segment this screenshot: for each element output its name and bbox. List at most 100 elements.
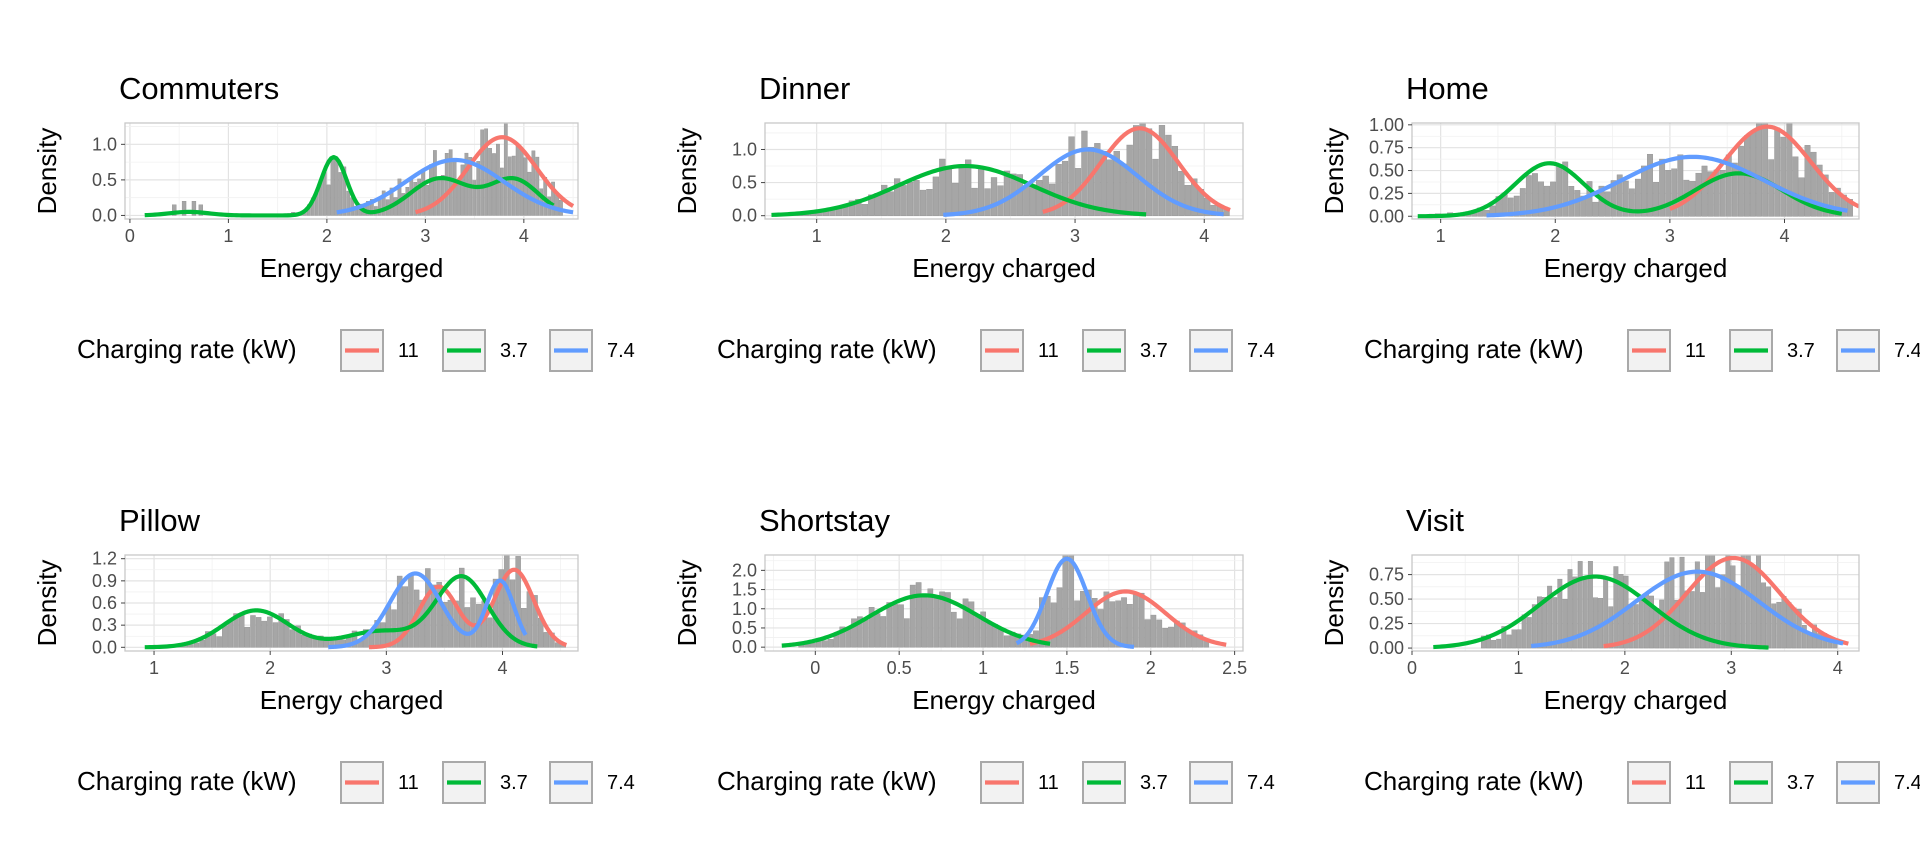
histogram-bar [1574,190,1581,217]
y-axis-label: Density [1319,128,1349,215]
histogram-bar [1039,597,1045,648]
histogram-bar [1649,595,1654,649]
histogram-bar [945,592,951,648]
y-tick-label: 1.0 [732,599,757,619]
histogram-bar [289,629,296,648]
density-line-11 [1041,126,1232,214]
histogram-bar [436,582,442,648]
histogram-bar [456,181,461,216]
y-tick-label: 0.5 [732,173,757,193]
y-axis-label: Density [1319,560,1349,647]
histogram-bar [1694,561,1700,649]
histogram-bar [1701,165,1708,217]
y-axis-label: Density [672,128,702,215]
x-tick-label: 0 [810,658,820,678]
histogram-bar [1822,174,1829,217]
facet-visit: Visit 0 1 2 3 4 0.00 0.25 0.50 0.75 Energy charged… [1319,503,1920,804]
y-axis-label: Density [32,560,62,647]
histogram-bar [1587,561,1593,649]
legend: Charging rate (kW) 11 3.7 7.4 [717,329,1275,372]
x-tick-label: 1 [149,658,159,678]
histogram-bar [1197,634,1204,648]
histogram-bar [1210,204,1217,216]
histogram-bar [1634,178,1641,217]
histogram-bar [945,168,952,216]
histogram-bar [939,158,946,216]
histogram-bar [1191,178,1198,216]
density-line-7-4 [336,157,574,215]
histogram-bar [874,613,881,648]
histogram-bar [464,607,471,648]
histogram-bar [1603,576,1609,649]
histogram-bar [1582,578,1588,649]
histogram-bar [933,595,940,648]
histogram-bar [1725,555,1731,649]
histogram-bar [1699,592,1705,649]
histogram-bar [1715,587,1721,649]
x-tick-label: 3 [1665,226,1675,246]
histogram-bar [1547,585,1553,649]
histogram-bar [1719,169,1726,217]
density-line-3-7 [144,154,555,218]
histogram-bar [984,188,991,216]
x-tick-label: 3 [1726,658,1736,678]
legend: Charging rate (kW) 11 3.7 7.4 [77,329,635,372]
histogram-bar [1127,604,1133,648]
grid [765,555,1243,651]
histogram-bar [1525,175,1532,217]
histogram-bar [1710,555,1716,649]
histogram-bar [1507,197,1514,217]
histogram-bar [444,152,449,216]
histogram-bar [1768,159,1775,217]
legend-title: Charging rate (kW) [717,766,937,796]
histogram-bar [205,631,211,648]
histogram-bar [1542,596,1547,649]
histogram-bar [1049,183,1056,216]
histogram-bar [198,204,203,216]
histogram-bar [1567,569,1573,649]
density-curves [1433,555,1849,650]
histogram-bar [1665,170,1672,217]
histogram-bar [323,639,330,648]
histogram-bar [986,622,992,648]
histogram-bar [1171,145,1179,216]
histogram-bar [216,636,222,648]
histogram-bar [1801,625,1807,649]
density-line-11 [368,567,568,650]
histogram-bar [338,172,343,216]
histogram-bar [227,620,234,648]
legend-label: 7.4 [1894,772,1920,794]
histogram-bar [1165,134,1172,216]
histogram-bar [1766,586,1772,649]
histogram [798,555,1210,648]
histogram-bar [1689,591,1695,649]
legend-label: 11 [398,340,419,362]
histogram-bar [898,604,904,648]
histogram-bar [1029,184,1036,216]
histogram-bar [1513,195,1520,217]
histogram-bar [1735,586,1741,649]
legend-title: Charging rate (kW) [77,766,297,796]
x-tick-label: 4 [1833,658,1843,678]
density-line-3-7 [771,163,1147,218]
histogram-bar [1480,635,1486,649]
y-tick-label: 0.0 [732,206,757,226]
histogram-bar [1094,143,1101,216]
histogram-bar [1608,606,1614,649]
histogram-bar [419,599,425,648]
histogram-bar [472,180,477,216]
y-tick-label: 1.00 [1369,115,1404,135]
histogram-bar [1616,174,1623,217]
histogram-bar [380,622,386,648]
histogram-bar [913,180,920,216]
histogram-bar [1544,185,1550,217]
histogram-bar [1638,596,1644,649]
histogram-bar [366,201,370,216]
histogram-bar [1042,175,1049,216]
histogram-bar [551,181,555,216]
histogram-bar [346,190,351,216]
histogram-bar [1156,619,1163,648]
x-axis-label: Energy charged [912,253,1096,283]
